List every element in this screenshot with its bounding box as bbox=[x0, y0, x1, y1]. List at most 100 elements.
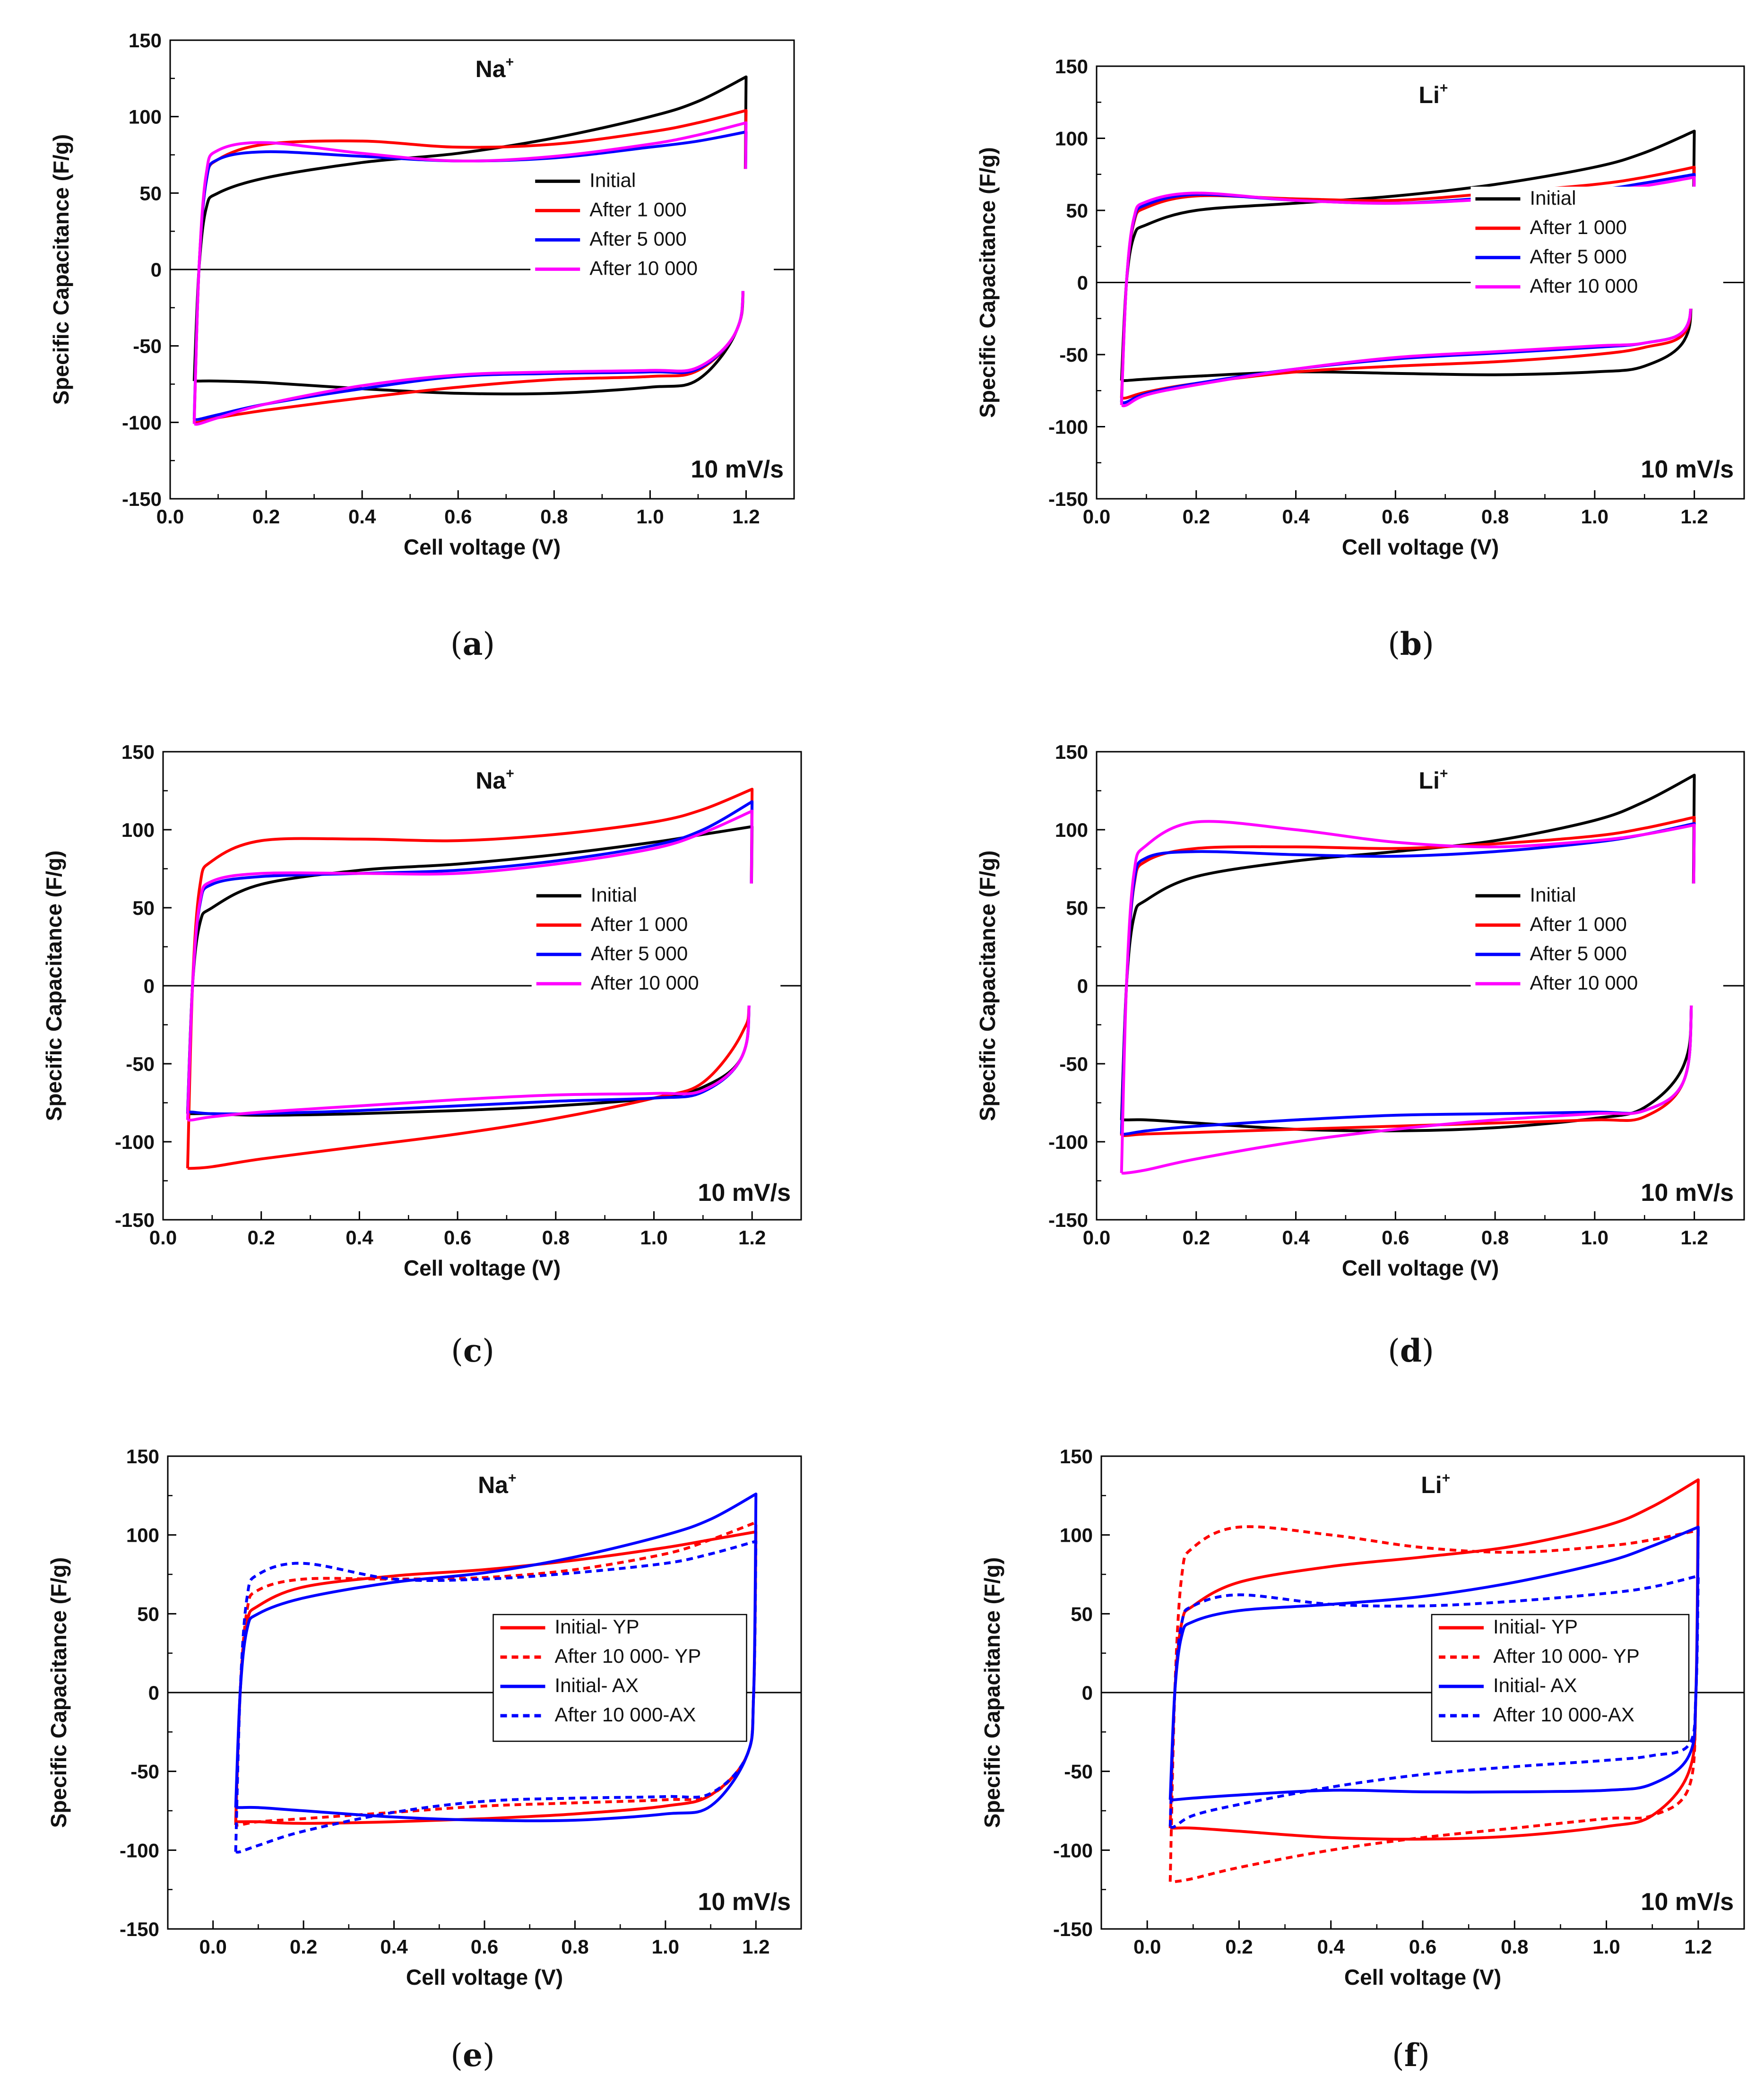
legend-label: After 1 000 bbox=[1530, 216, 1626, 238]
y-tick-label: -100 bbox=[122, 411, 162, 434]
legend-label: After 1 000 bbox=[1530, 913, 1626, 935]
y-axis-title: Specific Capacitance (F/g) bbox=[46, 1557, 71, 1828]
y-tick-label: 50 bbox=[137, 1603, 159, 1625]
x-tick-label: 0.2 bbox=[1183, 505, 1210, 528]
y-tick-label: -50 bbox=[130, 1761, 159, 1783]
y-tick-label: 50 bbox=[139, 182, 162, 204]
series-after-10-000-ax bbox=[1168, 1574, 1700, 1829]
y-tick-label: 0 bbox=[1082, 1682, 1093, 1704]
ion-label: Na+ bbox=[478, 1470, 516, 1498]
x-axis-title: Cell voltage (V) bbox=[406, 1965, 563, 1989]
x-tick-label: 1.0 bbox=[1592, 1936, 1620, 1958]
legend-label: After 5 000 bbox=[1530, 942, 1626, 964]
x-tick-label: 0.6 bbox=[444, 505, 472, 528]
y-tick-label: -150 bbox=[1053, 1918, 1093, 1940]
panel-c: 0.0 0.2 0.4 0.6 0.8 1.0 1.2 -150 -100 -50 0 50 100 15… bbox=[42, 741, 802, 1369]
panel-caption: (c) bbox=[451, 1332, 494, 1369]
y-tick-label: 100 bbox=[129, 106, 162, 128]
y-axis-title: Specific Capacitance (F/g) bbox=[975, 851, 1000, 1121]
y-tick-label: 150 bbox=[126, 1445, 159, 1468]
legend-label: Initial- AX bbox=[555, 1674, 639, 1696]
ion-label: Li+ bbox=[1418, 766, 1448, 794]
y-tick-label: -50 bbox=[133, 335, 162, 357]
x-tick-label: 1.0 bbox=[1581, 505, 1608, 528]
y-tick-label: -150 bbox=[1048, 488, 1088, 510]
x-tick-label: 0.8 bbox=[561, 1936, 588, 1958]
y-tick-label: -50 bbox=[126, 1053, 155, 1075]
x-tick-label: 0.6 bbox=[471, 1936, 498, 1958]
x-tick-label: 1.0 bbox=[640, 1226, 667, 1249]
series-initial-yp bbox=[1168, 1478, 1700, 1841]
legend-label: Initial bbox=[1530, 884, 1576, 906]
x-tick-label: 0.6 bbox=[444, 1226, 471, 1249]
x-tick-label: 0.8 bbox=[542, 1226, 570, 1249]
y-tick-label: -100 bbox=[1048, 1131, 1088, 1153]
y-tick-label: 150 bbox=[1055, 55, 1088, 78]
x-tick-label: 0.4 bbox=[380, 1936, 408, 1958]
y-tick-label: -50 bbox=[1064, 1761, 1093, 1783]
panel-caption: (b) bbox=[1388, 625, 1434, 662]
x-tick-label: 1.2 bbox=[732, 505, 760, 528]
legend-label: After 10 000 bbox=[1530, 275, 1638, 297]
x-tick-label: 0.6 bbox=[1409, 1936, 1436, 1958]
panel-caption: (e) bbox=[450, 2037, 495, 2074]
x-tick-label: 0.4 bbox=[1317, 1936, 1345, 1958]
y-tick-label: 100 bbox=[1055, 128, 1088, 150]
series-after-10-000 bbox=[1120, 820, 1696, 1175]
x-axis-title: Cell voltage (V) bbox=[1342, 535, 1499, 559]
scan-rate-label: 10 mV/s bbox=[1641, 1888, 1734, 1916]
y-tick-label: 150 bbox=[1060, 1445, 1093, 1468]
x-tick-label: 0.4 bbox=[348, 505, 376, 528]
x-tick-label: 0.2 bbox=[290, 1936, 317, 1958]
series-initial-ax bbox=[1168, 1526, 1700, 1801]
y-tick-label: 150 bbox=[121, 741, 155, 763]
series-after-10-000 bbox=[186, 809, 754, 1122]
ion-label: Li+ bbox=[1418, 80, 1448, 108]
x-tick-label: 1.0 bbox=[652, 1936, 679, 1958]
y-tick-label: 100 bbox=[121, 819, 155, 841]
panel-f: 0.0 0.2 0.4 0.6 0.8 1.0 1.2 -150 -100 -50 0 50 100 15… bbox=[980, 1445, 1745, 2074]
y-tick-label: 0 bbox=[148, 1682, 159, 1704]
panel-b: 0.0 0.2 0.4 0.6 0.8 1.0 1.2 -150 -100 -50 0 50 100 15… bbox=[975, 55, 1745, 662]
y-tick-label: -150 bbox=[120, 1918, 159, 1940]
legend-label: Initial- YP bbox=[1493, 1615, 1578, 1638]
x-tick-label: 0.0 bbox=[149, 1226, 177, 1249]
legend-label: After 10 000-AX bbox=[1493, 1703, 1634, 1726]
legend-label: Initial bbox=[591, 884, 637, 906]
panel-caption: (f) bbox=[1392, 2037, 1430, 2074]
y-tick-label: 0 bbox=[1077, 975, 1088, 997]
y-tick-label: 50 bbox=[1071, 1603, 1093, 1625]
panel-caption: (a) bbox=[450, 625, 495, 662]
x-axis-title: Cell voltage (V) bbox=[1342, 1256, 1499, 1280]
scan-rate-label: 10 mV/s bbox=[698, 1888, 791, 1916]
x-tick-label: 1.2 bbox=[742, 1936, 770, 1958]
x-axis-title: Cell voltage (V) bbox=[404, 535, 561, 559]
legend-label: Initial- AX bbox=[1493, 1674, 1577, 1696]
x-tick-label: 1.2 bbox=[738, 1226, 766, 1249]
legend-label: After 5 000 bbox=[1530, 245, 1626, 268]
y-tick-label: 50 bbox=[132, 897, 155, 919]
scan-rate-label: 10 mV/s bbox=[698, 1179, 791, 1207]
legend-label: After 10 000 bbox=[589, 257, 698, 279]
legend-label: After 5 000 bbox=[591, 942, 688, 964]
y-tick-label: 50 bbox=[1066, 897, 1088, 919]
scan-rate-label: 10 mV/s bbox=[1641, 456, 1734, 483]
scan-rate-label: 10 mV/s bbox=[1641, 1179, 1734, 1207]
y-axis-title: Specific Capacitance (F/g) bbox=[980, 1557, 1004, 1828]
x-axis-title: Cell voltage (V) bbox=[1344, 1965, 1501, 1989]
x-tick-label: 0.4 bbox=[1282, 505, 1310, 528]
series-after-10-000 bbox=[1120, 175, 1696, 408]
y-tick-label: -150 bbox=[1048, 1209, 1088, 1231]
series-after-10-000-ax bbox=[234, 1540, 758, 1854]
y-tick-label: 100 bbox=[126, 1524, 159, 1546]
y-axis-title: Specific Capacitance (F/g) bbox=[975, 147, 1000, 418]
y-tick-label: -100 bbox=[120, 1839, 159, 1861]
series-after-10-000 bbox=[192, 121, 748, 426]
y-tick-label: -150 bbox=[122, 488, 162, 510]
x-tick-label: 0.6 bbox=[1382, 505, 1409, 528]
x-tick-label: 0.0 bbox=[156, 505, 184, 528]
y-axis-title: Specific Capacitance (F/g) bbox=[49, 134, 73, 405]
y-tick-label: 50 bbox=[1066, 200, 1088, 222]
x-axis-title: Cell voltage (V) bbox=[404, 1256, 561, 1280]
